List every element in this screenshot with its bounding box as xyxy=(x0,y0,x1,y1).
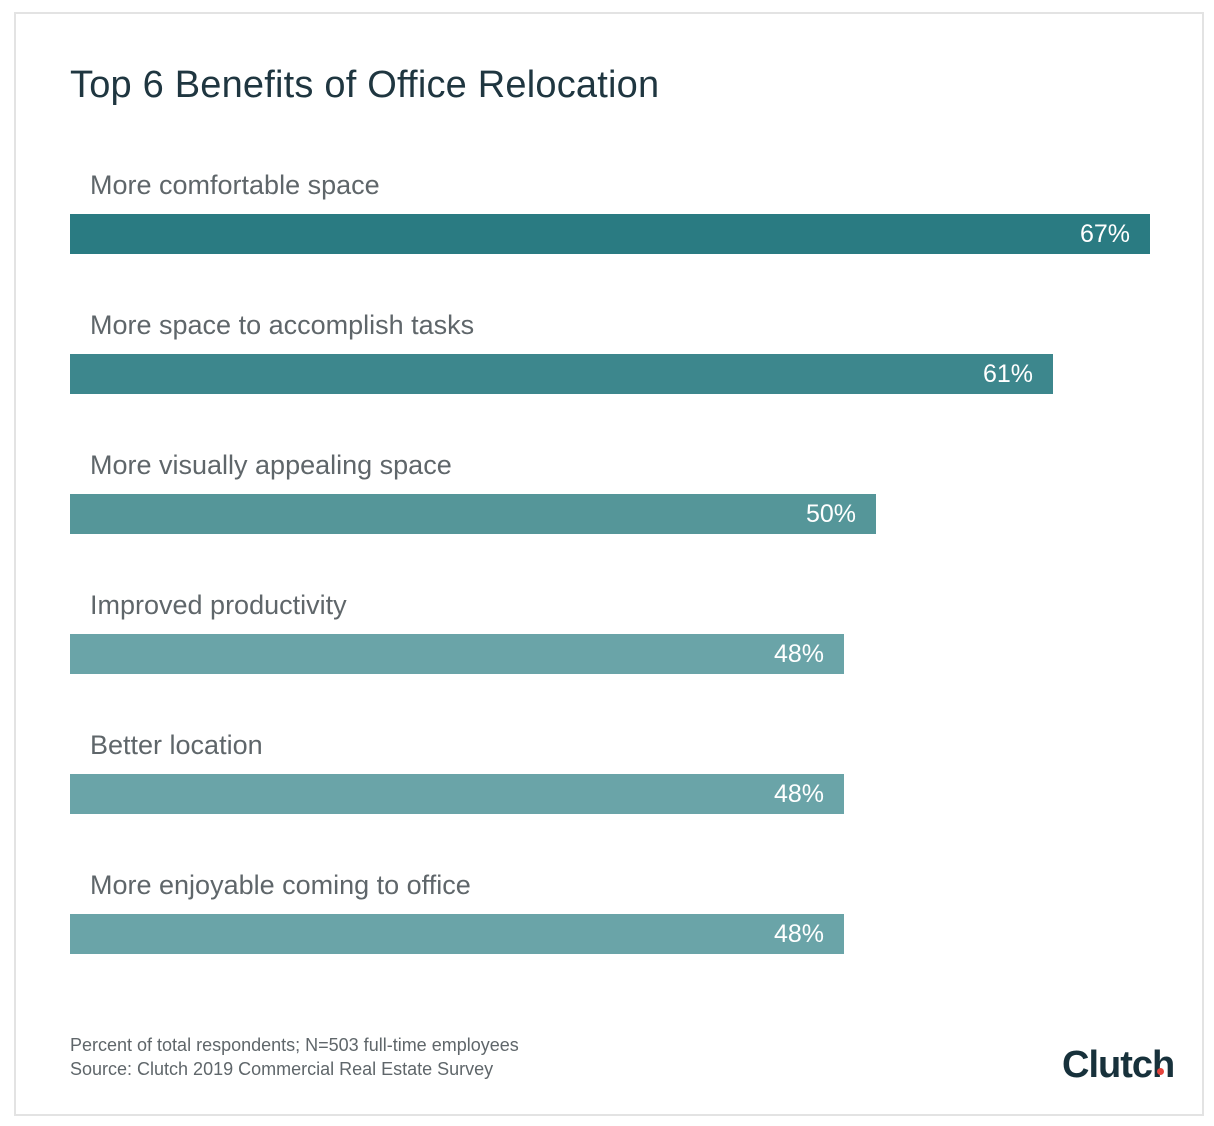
bar-value-label: 50% xyxy=(805,500,856,528)
clutch-logo: Clutch xyxy=(1062,1044,1175,1087)
chart-frame xyxy=(14,12,1204,1116)
bar: 61% xyxy=(70,354,1053,394)
clutch-logo-text: Clutch xyxy=(1062,1044,1175,1086)
bar-value-label: 48% xyxy=(773,920,824,948)
bar: 67% xyxy=(70,214,1150,254)
category-label: Improved productivity xyxy=(90,590,347,620)
footnote-source: Source: Clutch 2019 Commercial Real Esta… xyxy=(70,1059,494,1079)
bar-value-label: 48% xyxy=(773,640,824,668)
category-label: Better location xyxy=(90,730,263,760)
bar-chart: More comfortable space 67% More space to a… xyxy=(70,170,1150,954)
category-label: More visually appealing space xyxy=(90,450,452,480)
footnote-respondents: Percent of total respondents; N=503 full… xyxy=(70,1035,519,1055)
category-label: More space to accomplish tasks xyxy=(90,310,475,340)
category-label: More enjoyable coming to office xyxy=(90,870,471,900)
bar-value-label: 48% xyxy=(773,780,824,808)
bar-value-label: 61% xyxy=(982,360,1033,388)
category-label: More comfortable space xyxy=(90,170,380,200)
bar: 48% xyxy=(70,634,844,674)
logo-dot-icon xyxy=(1157,1068,1164,1075)
bar: 50% xyxy=(70,494,876,534)
chart-title: Top 6 Benefits of Office Relocation xyxy=(70,64,660,106)
bar: 48% xyxy=(70,914,844,954)
bar: 48% xyxy=(70,774,844,814)
bar-value-label: 67% xyxy=(1079,220,1130,248)
footnote: Percent of total respondents; N=503 full… xyxy=(70,1033,519,1081)
